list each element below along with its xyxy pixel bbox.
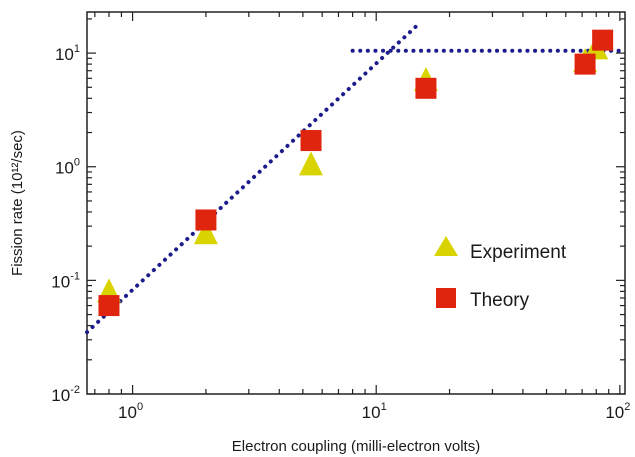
theory-point bbox=[300, 130, 322, 152]
x-tick-label: 100 bbox=[118, 401, 143, 422]
theory-point bbox=[98, 295, 120, 317]
experiment-point bbox=[299, 151, 324, 176]
y-tick-label: 100 bbox=[55, 157, 80, 178]
y-tick-label-exponent: -1 bbox=[70, 270, 80, 282]
x-tick-label: 101 bbox=[362, 401, 387, 422]
theory-point bbox=[574, 53, 596, 75]
theory-point bbox=[195, 209, 217, 231]
theory-point bbox=[592, 29, 614, 51]
x-tick-label: 102 bbox=[605, 401, 630, 422]
y-tick-label-exponent: 0 bbox=[74, 157, 80, 169]
fit-lines bbox=[85, 24, 627, 335]
y-tick-label: 101 bbox=[55, 43, 80, 64]
y-tick-label-exponent: 1 bbox=[74, 43, 80, 55]
legend-experiment-label: Experiment bbox=[470, 242, 567, 263]
legend-theory-marker bbox=[436, 288, 456, 308]
experiment-point bbox=[193, 220, 218, 245]
fit-line-0 bbox=[85, 24, 418, 335]
plot-frame bbox=[86, 11, 626, 395]
y-tick-label-exponent: -2 bbox=[70, 384, 80, 396]
x-tick-label-exponent: 2 bbox=[624, 401, 630, 413]
legend-experiment-marker bbox=[434, 236, 458, 256]
data-markers bbox=[96, 29, 614, 317]
x-tick-label-exponent: 0 bbox=[137, 401, 143, 413]
legend: Experiment Theory bbox=[434, 236, 567, 311]
x-axis-title: Electron coupling (milli-electron volts) bbox=[232, 438, 480, 455]
x-tick-label-exponent: 1 bbox=[381, 401, 387, 413]
y-tick-label: 10-1 bbox=[51, 270, 80, 291]
y-tick-label: 10-2 bbox=[51, 384, 80, 405]
y-axis-title: Fission rate (10¹²/sec) bbox=[9, 130, 26, 276]
legend-theory-label: Theory bbox=[470, 290, 530, 311]
theory-point bbox=[415, 77, 437, 99]
